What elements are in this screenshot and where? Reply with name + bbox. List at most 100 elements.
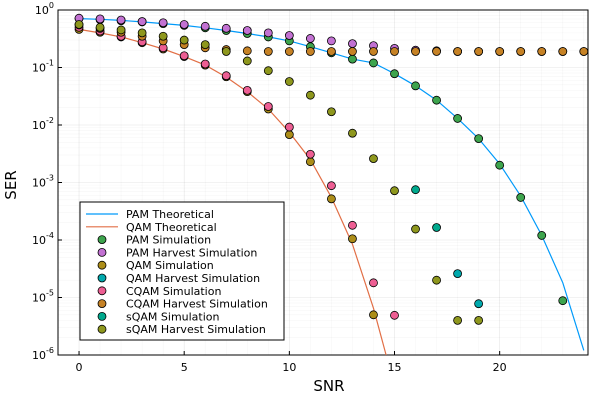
legend-entry: QAM Harvest Simulation [97, 272, 260, 285]
sqam-harvest-simulation-point [390, 186, 399, 196]
y-tick-label: 10-4 [32, 231, 54, 247]
pam-simulation-point [453, 114, 463, 123]
sqam-harvest-simulation-point [348, 128, 357, 138]
qam-harvest-simulation-point [474, 299, 484, 309]
legend-box [79, 201, 285, 341]
qam-harvest-simulation-point [453, 269, 463, 279]
sqam-harvest-simulation-point [432, 275, 441, 285]
cqam-simulation-point [179, 51, 189, 61]
pam-harvest-simulation-point [95, 14, 105, 24]
sqam-harvest-simulation-point [116, 25, 126, 35]
cqam-harvest-simulation-point [284, 47, 294, 56]
cqam-simulation-point [284, 122, 294, 132]
y-tick-exponent: -6 [46, 346, 54, 355]
sqam-harvest-simulation-point [242, 56, 252, 66]
x-tick-label: 5 [181, 361, 188, 374]
cqam-simulation-point [263, 102, 273, 111]
legend-label: QAM Theoretical [126, 221, 217, 234]
y-tick-label: 10-5 [32, 289, 54, 305]
y-tick-exponent: -1 [46, 59, 54, 68]
series-sqam-harvest-simulation [74, 20, 484, 325]
sqam-harvest-simulation-point [137, 28, 147, 38]
y-tick-base: 10 [32, 349, 46, 362]
pam-simulation-point [558, 296, 568, 306]
pam-harvest-simulation-point [263, 28, 273, 38]
legend-entry: CQAM Simulation [97, 285, 221, 298]
cqam-harvest-simulation-point [432, 47, 441, 56]
y-tick-label: 10-3 [32, 174, 54, 190]
pam-simulation-point [495, 160, 505, 170]
sqam-harvest-simulation-point [74, 20, 84, 29]
sqam-harvest-simulation-point [179, 35, 189, 45]
cqam-harvest-simulation-point [579, 47, 589, 56]
cqam-simulation-point [221, 71, 231, 81]
pam-harvest-simulation-point [305, 34, 315, 43]
x-tick-label: 15 [388, 361, 402, 374]
qam-simulation-point [348, 234, 357, 244]
pam-harvest-simulation-point [221, 23, 231, 33]
pam-simulation-point [348, 54, 357, 64]
cqam-simulation-point [242, 85, 252, 95]
series-qam-theoretical [78, 28, 387, 356]
x-tick-label: 0 [76, 361, 83, 374]
sqam-harvest-simulation-point [158, 31, 168, 41]
grid [57, 10, 588, 356]
pam-harvest-simulation-point [158, 18, 168, 28]
y-tick-base: 10 [32, 119, 46, 132]
cqam-harvest-simulation-point [348, 47, 357, 56]
y-tick-base: 10 [32, 177, 46, 190]
pam-simulation-point [411, 81, 420, 91]
pam-simulation-point [537, 231, 547, 240]
pam-harvest-simulation-point [179, 20, 189, 29]
legend-entry: sQAM Harvest Simulation [97, 323, 266, 336]
pam-simulation-point [390, 69, 399, 79]
y-tick-exponent: -5 [46, 289, 54, 298]
legend-label: PAM Harvest Simulation [126, 246, 257, 259]
cqam-harvest-simulation-point [495, 47, 505, 56]
cqam-simulation-point [200, 59, 210, 69]
sqam-harvest-simulation-point [95, 22, 105, 32]
sqam-simulation-point [432, 223, 441, 232]
cqam-harvest-simulation-point [411, 47, 420, 56]
legend-point-marker [97, 286, 107, 296]
cqam-simulation-point [327, 181, 336, 191]
pam-harvest-simulation-point [242, 26, 252, 35]
pam-harvest-simulation-point [137, 17, 147, 26]
pam-simulation-point [432, 95, 441, 105]
y-tick-base: 10 [32, 292, 46, 305]
qam-simulation-point [369, 310, 378, 320]
legend-entry: CQAM Harvest Simulation [97, 298, 268, 311]
legend-label: sQAM Simulation [126, 310, 220, 323]
pam-harvest-simulation-point [327, 36, 336, 46]
y-tick-base: 10 [32, 62, 46, 75]
cqam-simulation-point [390, 310, 399, 320]
legend-entry: QAM Simulation [97, 259, 214, 272]
cqam-simulation-point [348, 220, 357, 230]
cqam-harvest-simulation-point [537, 47, 547, 56]
legend-point-marker [97, 260, 107, 270]
y-tick-exponent: -2 [46, 116, 54, 125]
qam-simulation-point [305, 157, 315, 167]
cqam-simulation-point [369, 278, 378, 288]
legend-label: sQAM Harvest Simulation [126, 323, 266, 336]
legend-point-marker [97, 247, 107, 257]
legend-label: PAM Simulation [126, 234, 211, 247]
sqam-harvest-simulation-point [284, 77, 294, 86]
legend-point-marker [97, 273, 107, 283]
qam-simulation-point [327, 194, 336, 204]
legend-point-marker [97, 324, 107, 334]
sqam-harvest-simulation-point [453, 315, 463, 325]
legend-label: PAM Theoretical [126, 208, 214, 221]
y-tick-base: 10 [32, 234, 46, 247]
y-tick-label: 100 [35, 1, 54, 17]
sqam-harvest-simulation-point [369, 154, 378, 164]
pam-simulation-point [474, 134, 484, 144]
pam-harvest-simulation-point [200, 21, 210, 31]
cqam-harvest-simulation-point [558, 47, 568, 56]
cqam-harvest-simulation-point [242, 46, 252, 56]
pam-simulation-point [369, 58, 378, 68]
sqam-simulation-point [411, 185, 420, 195]
